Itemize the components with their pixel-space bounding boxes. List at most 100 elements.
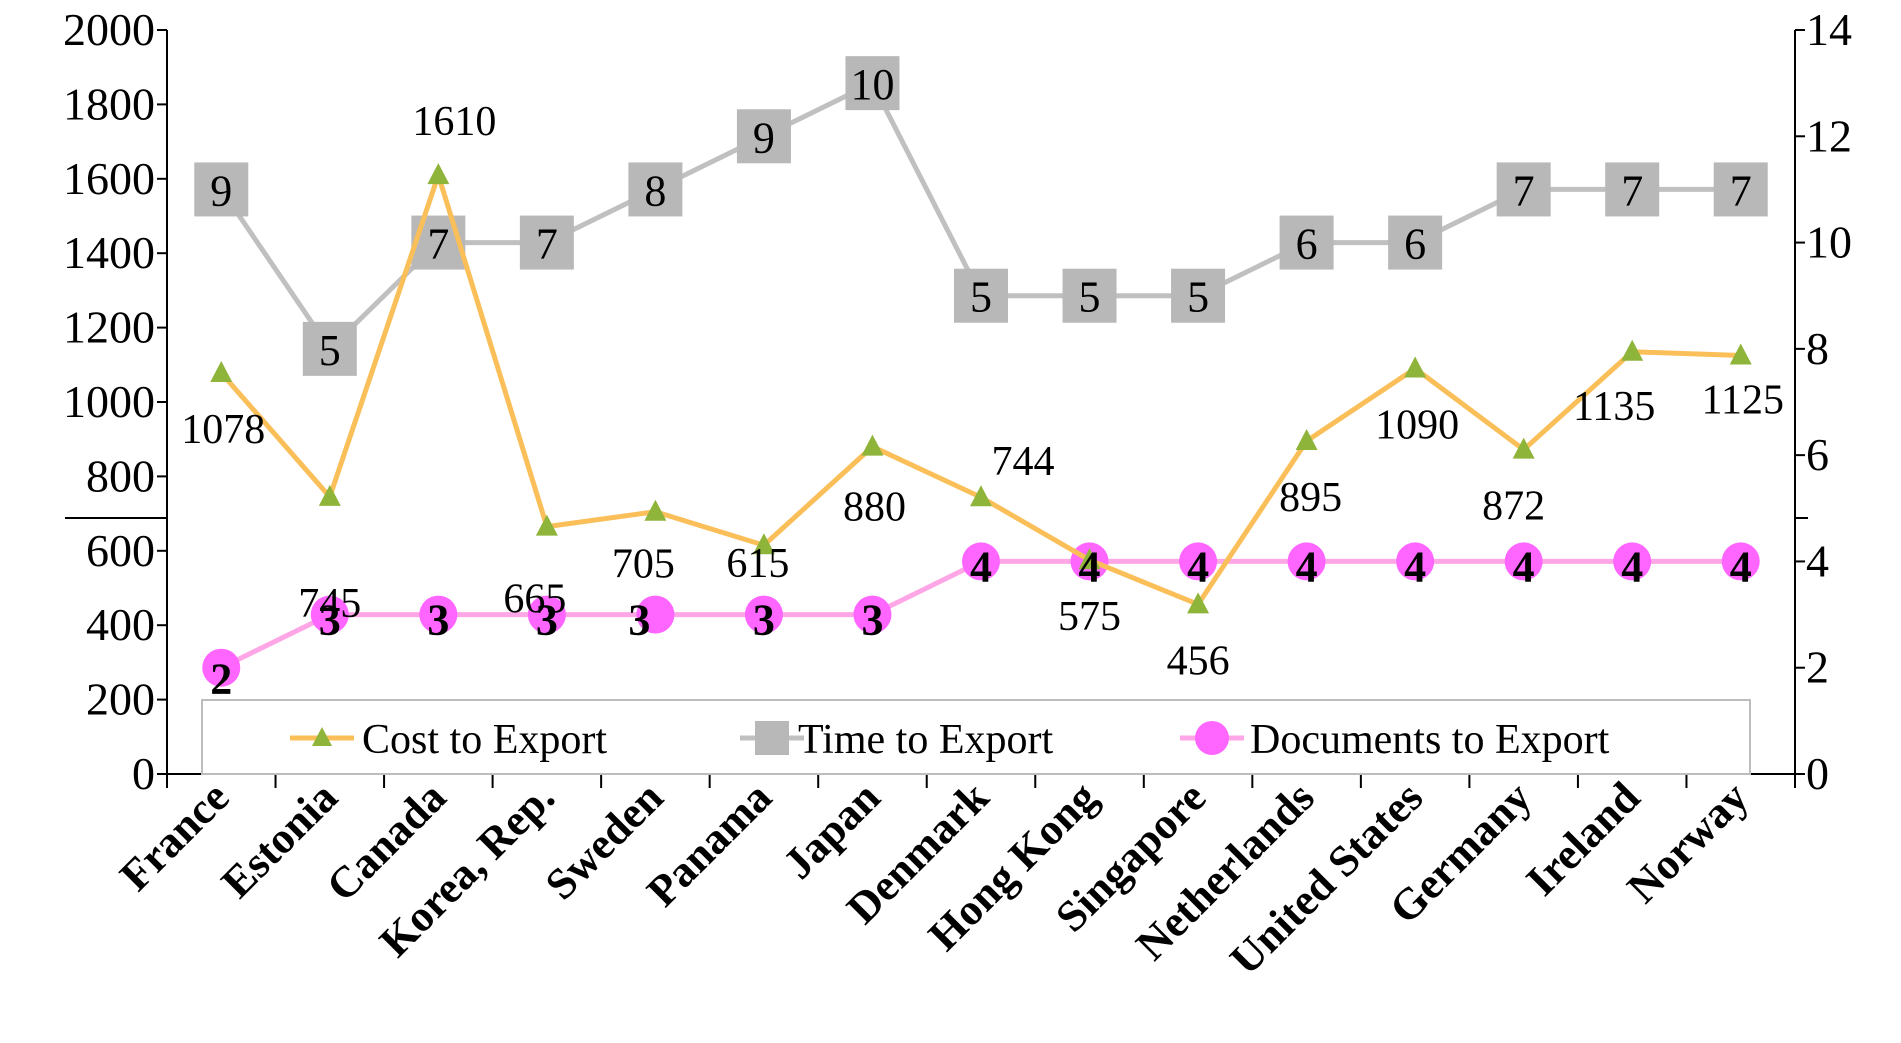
cost-to-export-label: 1135 xyxy=(1573,384,1655,430)
right-tick-label: 6 xyxy=(1806,429,1829,480)
time-to-export-marker xyxy=(1279,215,1334,270)
documents-to-export-label: 4 xyxy=(1404,542,1426,591)
cost-to-export-marker xyxy=(1729,343,1752,365)
right-tick-label: 10 xyxy=(1806,217,1852,268)
cost-to-export-marker xyxy=(1404,356,1427,378)
documents-to-export-label: 2 xyxy=(210,655,232,704)
time-to-export-label: 6 xyxy=(1404,220,1426,269)
time-to-export-marker xyxy=(1713,162,1768,217)
chart-series xyxy=(194,56,1768,687)
time-to-export-label: 5 xyxy=(1079,273,1101,322)
cost-to-export-marker xyxy=(210,360,233,382)
cost-to-export-marker xyxy=(427,163,450,185)
cost-to-export-label: 872 xyxy=(1482,484,1545,530)
cost-to-export-label: 744 xyxy=(992,439,1055,485)
documents-to-export-label: 3 xyxy=(536,596,558,645)
left-tick-label: 1800 xyxy=(63,78,155,129)
documents-to-export-marker xyxy=(419,595,458,634)
chart-data-labels: 9 5 7 7 8 9 10 5 5 5 6 6 7 7 7 2 3 3 3 3 3 3 4 4 4 4 4 4 4 4 1078 745 16… xyxy=(181,60,1784,704)
time-to-export-label: 5 xyxy=(970,273,992,322)
cost-to-export-marker xyxy=(970,485,992,507)
right-tick-label: 4 xyxy=(1806,535,1829,586)
documents-to-export-marker xyxy=(1179,542,1218,581)
left-tick-label: 0 xyxy=(132,748,155,799)
cost-to-export-label: 1610 xyxy=(412,99,496,145)
time-to-export-marker xyxy=(519,215,574,270)
legend-marker-circle xyxy=(1195,721,1229,755)
cost-to-export-label: 1090 xyxy=(1375,403,1459,449)
documents-to-export-marker xyxy=(1504,542,1543,581)
right-tick-label: 14 xyxy=(1806,4,1852,55)
time-to-export-label: 7 xyxy=(1513,166,1535,215)
documents-to-export-label: 3 xyxy=(753,596,775,645)
cost-to-export-marker xyxy=(861,434,884,456)
left-tick-label: 1600 xyxy=(63,153,155,204)
cost-to-export-label: 456 xyxy=(1167,638,1230,684)
right-tick-label: 12 xyxy=(1806,110,1852,161)
cost-to-export-label: 705 xyxy=(612,542,675,588)
time-to-export-marker xyxy=(1171,268,1226,323)
left-tick-label: 800 xyxy=(86,450,155,501)
documents-to-export-label: 4 xyxy=(970,542,992,591)
time-to-export-marker xyxy=(736,109,791,164)
left-tick-label: 1400 xyxy=(63,227,155,278)
cost-to-export-marker xyxy=(535,514,558,536)
documents-to-export-marker xyxy=(962,542,1000,581)
time-to-export-label: 7 xyxy=(1621,166,1643,215)
documents-to-export-label: 4 xyxy=(1079,542,1101,591)
documents-to-export-marker xyxy=(853,595,892,634)
cost-to-export-marker xyxy=(1295,429,1318,451)
documents-to-export-marker xyxy=(310,595,349,634)
time-to-export-marker xyxy=(954,268,1008,323)
time-to-export-label: 7 xyxy=(427,220,449,269)
cost-to-export-label: 895 xyxy=(1279,475,1342,521)
time-to-export-marker xyxy=(628,162,683,217)
time-to-export-marker xyxy=(302,321,357,376)
cost-to-export-marker xyxy=(1512,437,1535,459)
chart-legend: Cost to Export Time to Export Documents to… xyxy=(201,699,1751,775)
legend-marker-triangle xyxy=(312,727,332,746)
time-to-export-label: 5 xyxy=(319,326,341,375)
documents-to-export-label: 4 xyxy=(1513,542,1535,591)
documents-to-export-marker xyxy=(1287,542,1326,581)
documents-to-export-marker xyxy=(1721,542,1760,581)
time-to-export-marker xyxy=(845,56,900,111)
documents-to-export-label: 4 xyxy=(1730,542,1752,591)
cost-to-export-marker xyxy=(644,499,667,521)
cost-to-export-label: 880 xyxy=(843,485,906,531)
documents-to-export-label: 3 xyxy=(861,596,883,645)
cost-to-export-marker xyxy=(1621,339,1644,361)
time-to-export-label: 7 xyxy=(1730,166,1752,215)
documents-to-export-marker xyxy=(1613,542,1652,581)
cost-to-export-marker xyxy=(1187,592,1210,614)
legend-marker-square xyxy=(755,721,789,755)
time-to-export-label: 6 xyxy=(1296,220,1318,269)
time-to-export-marker xyxy=(1388,215,1443,270)
left-tick-label: 200 xyxy=(86,674,155,725)
time-to-export-label: 9 xyxy=(753,113,775,162)
cost-to-export-marker xyxy=(752,533,775,555)
documents-to-export-label: 3 xyxy=(628,596,650,645)
left-tick-label: 400 xyxy=(86,599,155,650)
legend-entry: Cost to Export xyxy=(362,717,607,763)
left-tick-label: 1000 xyxy=(63,376,155,427)
documents-to-export-marker xyxy=(202,648,241,687)
cost-to-export-label: 745 xyxy=(298,581,361,627)
time-to-export-label: 9 xyxy=(210,166,232,215)
left-tick-label: 2000 xyxy=(63,4,155,55)
documents-to-export-label: 4 xyxy=(1187,542,1209,591)
cost-to-export-label: 1125 xyxy=(1702,378,1784,424)
documents-to-export-marker xyxy=(527,595,566,634)
legend-entry: Time to Export xyxy=(798,717,1053,763)
time-to-export-marker xyxy=(194,162,249,217)
cost-to-export-label: 1078 xyxy=(181,407,265,453)
documents-to-export-marker xyxy=(636,595,675,634)
cost-to-export-marker xyxy=(318,484,341,506)
left-tick-label: 600 xyxy=(86,525,155,576)
cost-to-export-label: 575 xyxy=(1058,594,1121,640)
right-tick-label: 0 xyxy=(1806,748,1829,799)
cost-to-export-label: 665 xyxy=(503,577,566,623)
documents-to-export-label: 3 xyxy=(319,596,341,645)
documents-to-export-marker xyxy=(744,595,783,634)
time-to-export-label: 10 xyxy=(850,60,894,109)
